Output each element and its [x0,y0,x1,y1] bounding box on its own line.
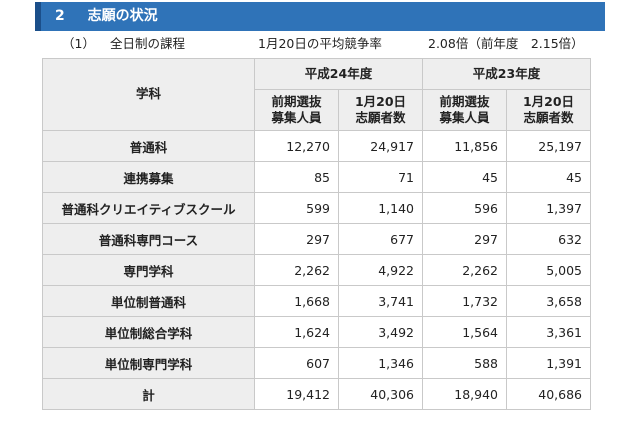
ratio-label: 1月20日の平均競争率 [258,36,382,51]
table-cell: 1,624 [254,316,339,348]
header-row-columns: 前期選抜 募集人員 1月20日 志願者数 前期選抜 募集人員 1月20日 志願者数 [43,89,591,131]
header-column: 1月20日 志願者数 [338,89,423,131]
table-cell: 607 [254,347,339,379]
table-cell: 3,658 [506,285,591,317]
table-cell: 24,917 [338,130,423,162]
header-year: 平成24年度 [254,58,423,90]
course-label: 全日制の課程 [110,36,186,51]
table-cell: 3,361 [506,316,591,348]
table-cell: 1,732 [422,285,507,317]
table-cell: 1,668 [254,285,339,317]
subsection-index: （1） [62,36,95,51]
table-cell: 25,197 [506,130,591,162]
table-cell: 297 [422,223,507,255]
table-cell: 3,492 [338,316,423,348]
row-label: 単位制普通科 [42,285,255,317]
competition-summary: （1） 全日制の課程 1月20日の平均競争率 2.08倍（前年度 2.15倍） [62,34,622,54]
section-number: 2 [55,8,65,24]
section-heading: 2 志願の状況 [35,2,605,31]
table-cell: 1,140 [338,192,423,224]
table-cell: 588 [422,347,507,379]
table-cell: 40,306 [338,378,423,410]
header-column: 前期選抜 募集人員 [422,89,507,131]
header-year: 平成23年度 [422,58,591,90]
table-cell: 677 [338,223,423,255]
table-cell: 632 [506,223,591,255]
table-row: 単位制普通科 1,668 3,741 1,732 3,658 [42,285,591,317]
table-row: 普通科 12,270 24,917 11,856 25,197 [42,130,591,162]
table-cell: 1,346 [338,347,423,379]
table-cell: 599 [254,192,339,224]
table-cell: 71 [338,161,423,193]
table-cell: 45 [422,161,507,193]
table-row: 連携募集 85 71 45 45 [42,161,591,193]
row-label: 単位制専門学科 [42,347,255,379]
table-cell: 5,005 [506,254,591,286]
table-cell: 18,940 [422,378,507,410]
ratio-value: 2.08倍（前年度 2.15倍） [428,36,584,51]
table-cell: 1,397 [506,192,591,224]
table-row: 専門学科 2,262 4,922 2,262 5,005 [42,254,591,286]
table-cell: 2,262 [254,254,339,286]
table-cell: 4,922 [338,254,423,286]
table-row: 計 19,412 40,306 18,940 40,686 [42,378,591,410]
header-column: 1月20日 志願者数 [506,89,591,131]
table-body: 普通科 12,270 24,917 11,856 25,197 連携募集 85 71 45 45 普… [42,130,591,410]
table-cell: 297 [254,223,339,255]
table-cell: 2,262 [422,254,507,286]
row-label: 計 [42,378,255,410]
table-cell: 1,564 [422,316,507,348]
row-label: 普通科 [42,130,255,162]
section-title: 志願の状況 [87,8,158,24]
table-cell: 19,412 [254,378,339,410]
table-row: 単位制専門学科 607 1,346 588 1,391 [42,347,591,379]
table-cell: 1,391 [506,347,591,379]
table-row: 普通科クリエイティブスクール 599 1,140 596 1,397 [42,192,591,224]
table-cell: 45 [506,161,591,193]
row-label: 単位制総合学科 [42,316,255,348]
header-row-years: 学科 平成24年度 平成23年度 [42,58,591,131]
row-label: 専門学科 [42,254,255,286]
table-cell: 12,270 [254,130,339,162]
table-cell: 11,856 [422,130,507,162]
table-cell: 596 [422,192,507,224]
table-cell: 85 [254,161,339,193]
table-row: 普通科専門コース 297 677 297 632 [42,223,591,255]
table-cell: 40,686 [506,378,591,410]
row-label: 連携募集 [42,161,255,193]
row-label: 普通科クリエイティブスクール [42,192,255,224]
row-label: 普通科専門コース [42,223,255,255]
header-subject: 学科 [42,58,255,131]
table-cell: 3,741 [338,285,423,317]
applications-table: 学科 平成24年度 平成23年度 前期選抜 募集人員 1月20日 志願者数 前期選抜… [42,58,591,410]
table-row: 単位制総合学科 1,624 3,492 1,564 3,361 [42,316,591,348]
header-column: 前期選抜 募集人員 [254,89,339,131]
